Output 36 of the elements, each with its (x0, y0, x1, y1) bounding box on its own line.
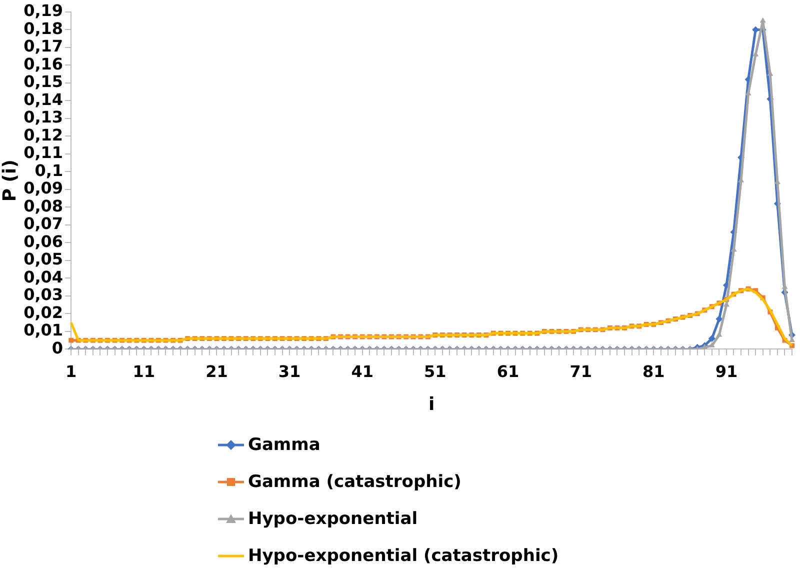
x-tick-label: 91 (715, 362, 738, 381)
x-tick-label: 11 (132, 362, 156, 381)
legend-label: Gamma (catastrophic) (248, 472, 462, 492)
x-axis-title: i (428, 394, 435, 415)
y-tick-label: 0,1 (34, 160, 64, 180)
y-tick-label: 0,09 (24, 178, 64, 198)
y-tick-label: 0,01 (24, 320, 64, 340)
y-tick-label: 0,08 (24, 196, 64, 216)
legend-label: Gamma (248, 434, 320, 454)
x-tick-label: 51 (424, 362, 446, 381)
legend-label: Hypo-exponential (248, 508, 418, 528)
y-tick-label: 0,07 (24, 214, 64, 234)
y-tick-label: 0,15 (24, 72, 64, 92)
y-tick-label: 0,03 (24, 285, 64, 304)
y-tick-label: 0,14 (24, 90, 64, 109)
y-tick-label: 0,02 (24, 302, 64, 322)
y-tick-label: 0,18 (24, 18, 64, 38)
y-tick-label: 0,16 (24, 54, 64, 74)
y-tick-label: 0,17 (24, 36, 64, 56)
legend-label: Hypo-exponential (catastrophic) (248, 546, 559, 566)
y-axis-title: P (i) (0, 160, 20, 202)
x-tick-label: 21 (206, 362, 228, 381)
y-tick-label: 0,06 (24, 232, 64, 251)
y-tick-label: 0,05 (24, 250, 64, 269)
y-tick-label: 0,19 (24, 1, 64, 20)
x-tick-label: 41 (351, 362, 374, 381)
x-tick-label: 61 (496, 362, 520, 381)
x-tick-label: 31 (278, 362, 301, 381)
x-tick-label: 1 (66, 362, 77, 381)
x-tick-label: 81 (642, 362, 665, 381)
y-tick-label: 0,12 (24, 125, 64, 144)
y-tick-label: 0,11 (24, 143, 64, 162)
y-tick-label: 0,04 (24, 267, 64, 286)
y-tick-label: 0 (52, 338, 64, 358)
y-tick-label: 0,13 (24, 108, 64, 127)
x-tick-label: 71 (570, 362, 592, 381)
